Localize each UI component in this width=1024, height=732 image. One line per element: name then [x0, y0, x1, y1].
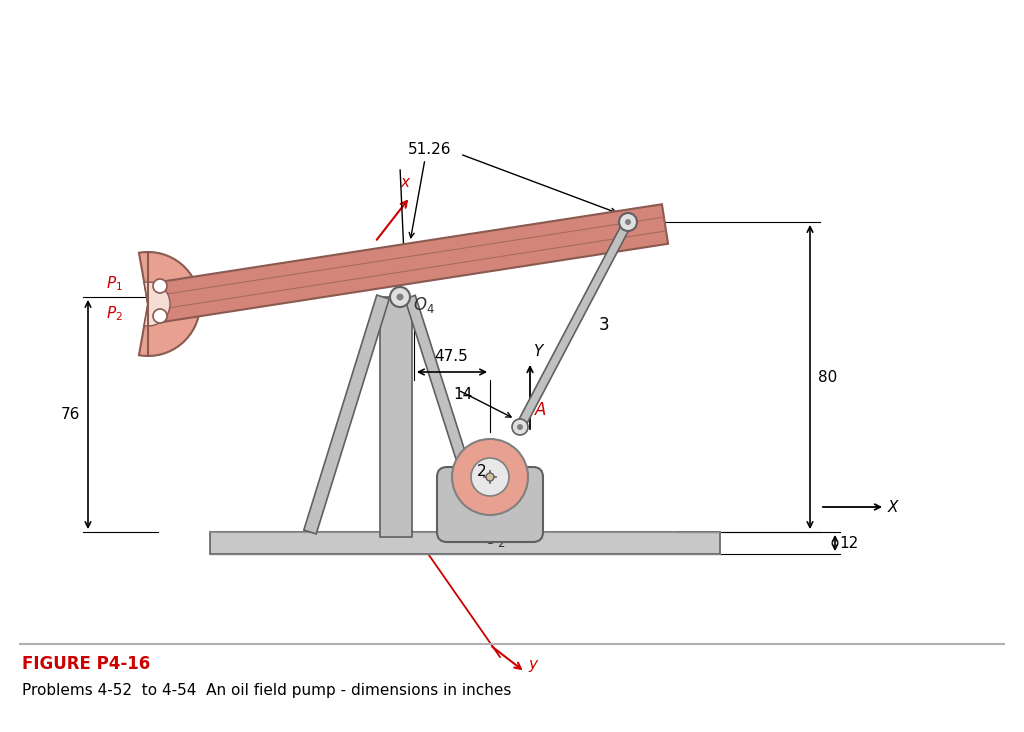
Text: 2: 2 [477, 465, 486, 479]
Circle shape [517, 424, 523, 430]
Wedge shape [144, 282, 170, 326]
Text: 14: 14 [453, 387, 472, 402]
Text: $O_2$: $O_2$ [484, 529, 506, 549]
Text: 12: 12 [839, 536, 858, 550]
Text: 4: 4 [435, 260, 445, 278]
Text: 76: 76 [60, 407, 80, 422]
Circle shape [153, 309, 167, 323]
Text: 47.5: 47.5 [434, 349, 468, 364]
Text: 80: 80 [818, 370, 838, 384]
Text: Problems 4-52  to 4-54  An oil field pump - dimensions in inches: Problems 4-52 to 4-54 An oil field pump … [22, 682, 511, 698]
Text: $O_4$: $O_4$ [413, 295, 435, 315]
Text: 3: 3 [599, 315, 609, 334]
Circle shape [153, 279, 167, 293]
Text: B: B [641, 211, 652, 229]
Circle shape [471, 458, 509, 496]
Polygon shape [404, 295, 490, 534]
Text: $P_1$: $P_1$ [106, 274, 123, 294]
Polygon shape [380, 297, 412, 537]
Circle shape [390, 287, 410, 307]
Circle shape [452, 439, 528, 515]
Circle shape [618, 213, 637, 231]
Text: x: x [400, 175, 410, 190]
Text: X: X [888, 499, 898, 515]
Circle shape [512, 419, 528, 435]
Circle shape [396, 294, 403, 301]
Circle shape [625, 219, 631, 225]
Circle shape [486, 473, 494, 481]
Polygon shape [145, 204, 668, 324]
Text: Y: Y [534, 344, 543, 359]
Text: A: A [535, 401, 547, 419]
Text: $P_2$: $P_2$ [106, 305, 123, 324]
Wedge shape [139, 252, 200, 356]
Polygon shape [516, 220, 632, 429]
Text: 51.26: 51.26 [409, 142, 452, 157]
FancyBboxPatch shape [437, 467, 543, 542]
Polygon shape [304, 295, 389, 534]
Text: FIGURE P4-16: FIGURE P4-16 [22, 655, 151, 673]
Text: y: y [528, 657, 537, 673]
Polygon shape [210, 532, 720, 554]
